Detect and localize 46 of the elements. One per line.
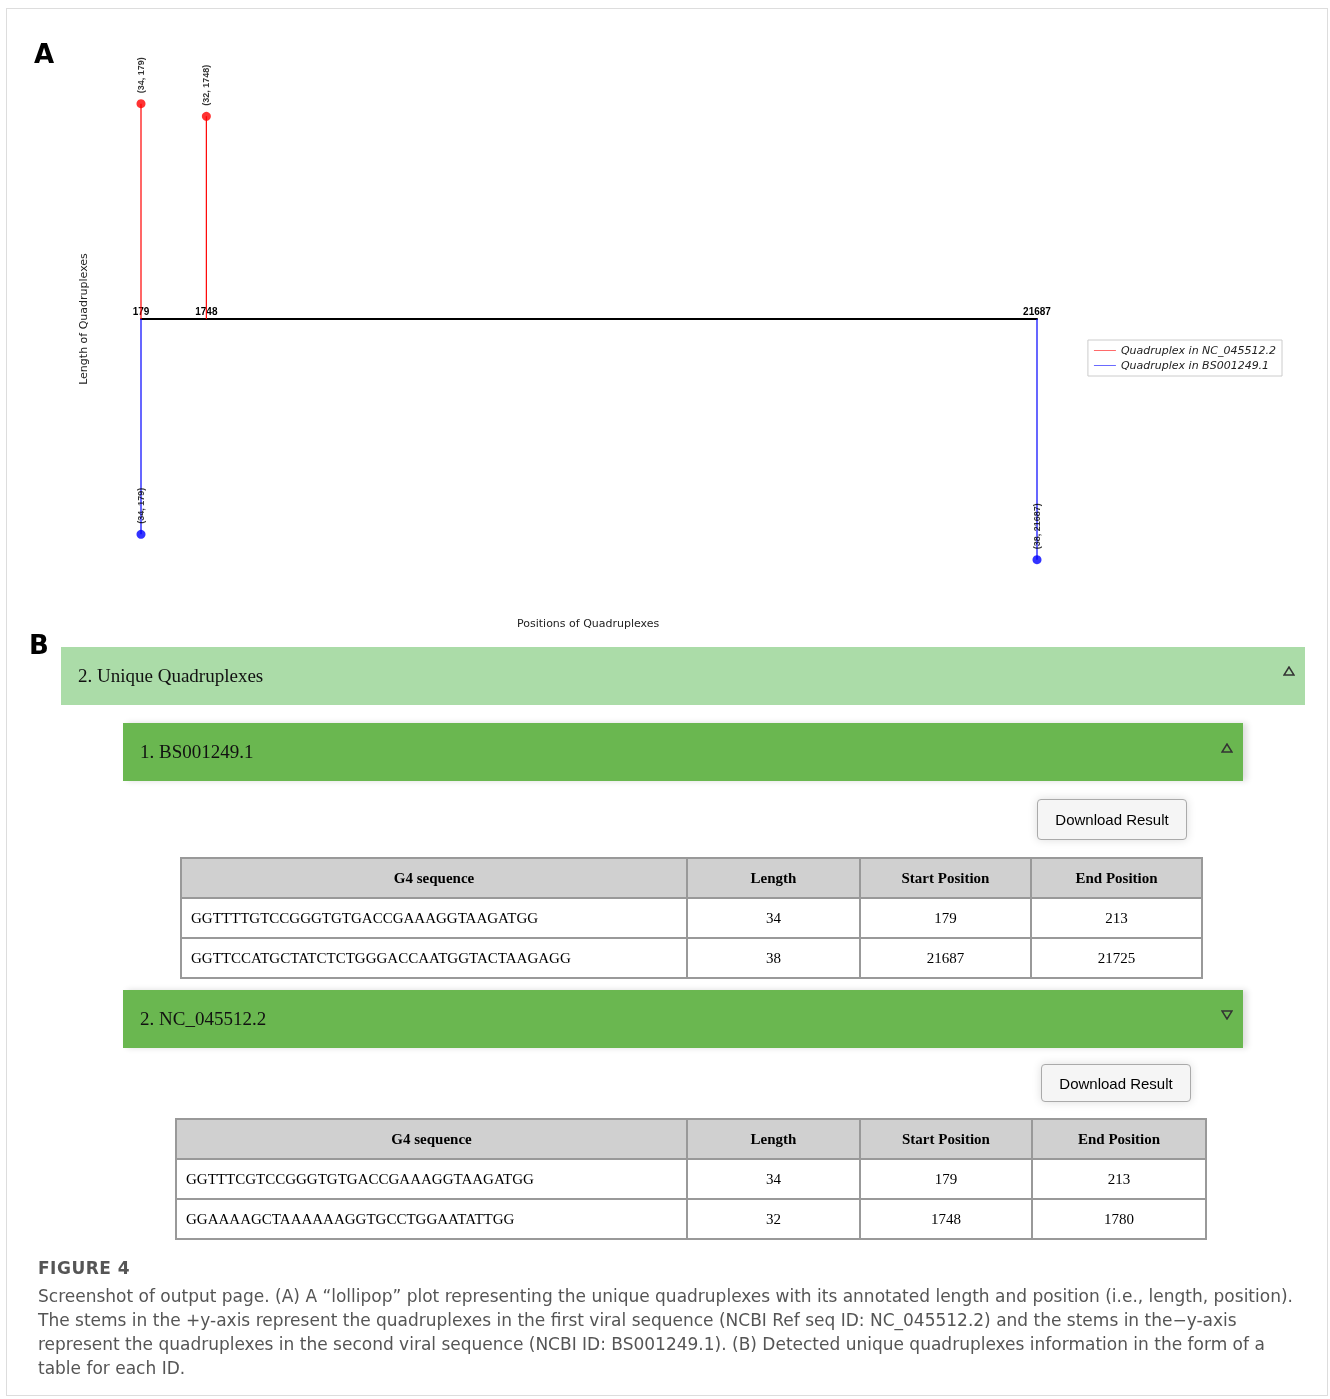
text: 2. NC_045512.2 — [123, 990, 1243, 1048]
text: GGTTCCATGCTATCTCTGGGACCAATGGTACTAAGAGG — [191, 949, 571, 966]
category-label: Start Position — [860, 858, 1031, 898]
text: 1748 — [931, 1210, 961, 1227]
legend-label: Quadruplex in NC_045512.2 — [1120, 344, 1277, 357]
x-tick-label: 21687 — [1023, 305, 1052, 317]
text: 34 — [766, 909, 781, 926]
text: FIGURE 4 — [38, 1258, 131, 1278]
text: GGAAAAGCTAAAAAAGGTGCCTGGAATATTGG — [186, 1210, 515, 1227]
data-label: (38, 21687) — [1032, 503, 1042, 550]
legend-label: Quadruplex in BS001249.1 — [1120, 359, 1270, 372]
text: 179 — [934, 909, 957, 926]
x-axis-title: Positions of Quadruplexes — [517, 617, 660, 630]
category-label: G4 sequence — [176, 1119, 687, 1159]
text: 21725 — [1097, 949, 1136, 966]
chart-title: A — [34, 39, 55, 69]
text: Download Result — [1037, 799, 1187, 840]
text: GGTTTTGTCCGGGTGTGACCGAAAGGTAAGATGG — [191, 909, 539, 926]
point — [1032, 555, 1042, 565]
data-label: (34, 179) — [136, 57, 146, 94]
text: 179 — [934, 1170, 958, 1187]
text: 213 — [1107, 1170, 1131, 1187]
text: 21687 — [926, 949, 965, 966]
category-label: Length — [687, 858, 860, 898]
category-label: End Position — [1032, 1119, 1206, 1159]
text: 1780 — [1104, 1210, 1134, 1227]
text: 213 — [1105, 909, 1128, 926]
point — [136, 529, 146, 539]
text: Download Result — [1041, 1064, 1191, 1102]
point — [201, 111, 211, 121]
category-label: Start Position — [860, 1119, 1032, 1159]
data-label: (32, 1748) — [201, 64, 212, 106]
category-label: G4 sequence — [181, 858, 687, 898]
text: 1. BS001249.1 — [123, 723, 1243, 781]
text: 32 — [766, 1210, 781, 1227]
text: 38 — [766, 949, 781, 966]
text: 2. Unique Quadruplexes — [61, 647, 1305, 705]
point — [136, 99, 146, 109]
data-label: (34, 179) — [136, 487, 146, 524]
category-label: End Position — [1031, 858, 1202, 898]
text: Screenshot of output page. (A) A “lollipop” plot representing the unique quadruplexes with its annotated length and position (i.e., length, position). The stems in the +y-axis represent the quadruplexes in the first viral sequence (NCBI Ref seq ID: NC_045512.2) and the stems in the−y-axis represent the quadruplexes in the second viral sequence (NCBI ID: BS001249.1). (B) Detected unique quadruplexes information in the form of a table for each ID. — [38, 1285, 1294, 1380]
y-axis-title: Length of Quadruplexes — [77, 252, 90, 385]
category-label: Length — [687, 1119, 860, 1159]
text: 34 — [766, 1170, 781, 1187]
text: GGTTTCGTCCGGGTGTGACCGAAAGGTAAGATGG — [186, 1170, 534, 1187]
text: B — [29, 630, 49, 660]
